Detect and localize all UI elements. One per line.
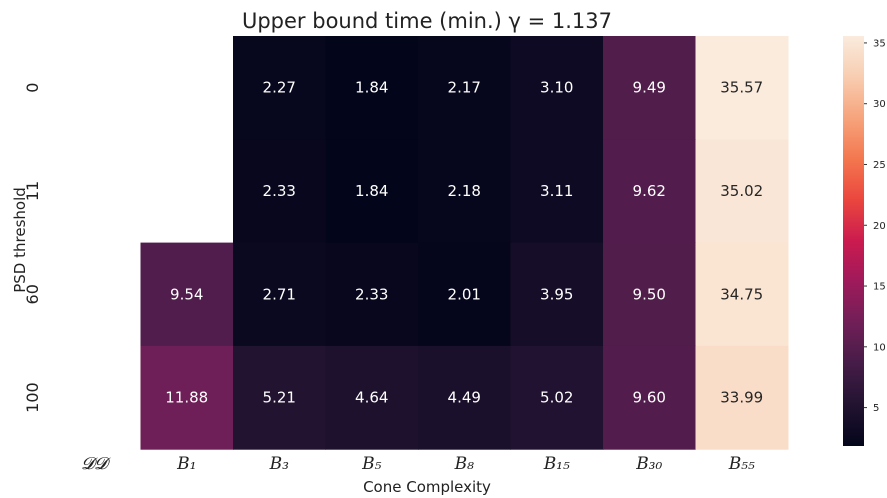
y-tick-labels: 0 11 60 100	[23, 83, 42, 413]
cell-value-label: 2.01	[448, 285, 481, 303]
chart-title: Upper bound time (min.) γ = 1.137	[242, 9, 612, 33]
x-tick-label: B₈	[454, 454, 474, 474]
heatmap-cell	[418, 36, 511, 140]
colorbar-tick-label: 20	[873, 221, 886, 232]
cell-value-label: 34.75	[720, 285, 763, 303]
cell-value-label: 2.18	[448, 182, 481, 200]
heatmap-cell	[140, 242, 234, 347]
cell-value-label: 3.10	[540, 79, 573, 97]
cell-value-label: 9.60	[633, 389, 666, 407]
cell-value-label: 33.99	[720, 389, 763, 407]
heatmap-cell	[325, 139, 419, 244]
heatmap-cells: 2.27 1.84 2.17 3.10 9.49 35.57 2.33 1.84 2.18 3.1…	[140, 36, 789, 450]
heatmap-cell	[603, 139, 696, 244]
y-tick-label: 100	[23, 382, 42, 413]
x-tick-label: B₁	[176, 454, 196, 474]
heatmap-cell	[233, 36, 326, 140]
colorbar-tick-label: 10	[873, 342, 886, 353]
x-tick-label: B₅	[361, 454, 381, 474]
heatmap-cell	[418, 345, 511, 450]
colorbar-tick-label: 25	[873, 160, 886, 171]
cell-value-label: 35.02	[720, 182, 763, 200]
heatmap-cell	[510, 139, 604, 244]
heatmap-cell	[233, 345, 326, 450]
cell-value-label: 2.17	[448, 79, 481, 97]
heatmap-cell	[695, 242, 789, 347]
x-tick-labels: 𝓓𝓓 B₁ B₃ B₅ B₈ B₁₅ B₃₀ B₅₅	[81, 454, 755, 474]
cell-value-label: 2.33	[355, 285, 388, 303]
x-tick-label: B₁₅	[543, 454, 570, 474]
cell-value-label: 4.64	[355, 389, 388, 407]
heatmap-cell	[510, 36, 604, 140]
heatmap-cell	[325, 36, 419, 140]
heatmap-cell	[695, 139, 789, 244]
x-axis-label: Cone Complexity	[363, 478, 491, 496]
y-axis-label: PSD threshold	[11, 187, 29, 293]
heatmap-cell	[325, 242, 419, 347]
cell-value-label: 3.95	[540, 285, 573, 303]
cell-value-label: 2.71	[263, 285, 296, 303]
colorbar-ticks: 5 10 15 20 25 30 35	[864, 38, 886, 414]
heatmap-cell	[233, 139, 326, 244]
heatmap-cell	[695, 345, 789, 450]
heatmap-cell	[233, 242, 326, 347]
y-tick-label: 11	[23, 181, 42, 201]
cell-value-label: 1.84	[355, 182, 388, 200]
heatmap-cell	[510, 345, 604, 450]
cell-value-label: 2.27	[263, 79, 296, 97]
heatmap-cell	[510, 242, 604, 347]
x-tick-label: 𝓓𝓓	[81, 454, 111, 474]
cell-value-label: 1.84	[355, 79, 388, 97]
heatmap-cell	[603, 345, 696, 450]
cell-value-label: 2.33	[263, 182, 296, 200]
colorbar-tick-label: 5	[873, 403, 879, 414]
cell-value-label: 3.11	[540, 182, 573, 200]
heatmap-cell	[418, 139, 511, 244]
y-tick-label: 0	[23, 83, 42, 93]
heatmap-cell	[603, 36, 696, 140]
x-tick-label: B₃	[269, 454, 289, 474]
cell-value-label: 11.88	[165, 389, 208, 407]
x-tick-label: B₃₀	[635, 454, 662, 474]
y-tick-label: 60	[23, 284, 42, 304]
cell-value-label: 9.62	[633, 182, 666, 200]
colorbar-tick-label: 15	[873, 282, 886, 293]
cell-value-label: 35.57	[720, 79, 763, 97]
colorbar	[843, 36, 864, 446]
heatmap-cell	[325, 345, 419, 450]
cell-value-label: 5.02	[540, 389, 573, 407]
colorbar-tick-label: 30	[873, 99, 886, 110]
cell-value-label: 9.54	[170, 285, 203, 303]
heatmap-cell	[140, 345, 234, 450]
cell-value-label: 9.50	[633, 285, 666, 303]
colorbar-tick-label: 35	[873, 38, 886, 49]
cell-value-label: 9.49	[633, 79, 666, 97]
heatmap-cell	[418, 242, 511, 347]
cell-value-label: 4.49	[448, 389, 481, 407]
cell-value-label: 5.21	[263, 389, 296, 407]
x-tick-label: B₅₅	[728, 454, 755, 474]
heatmap-cell	[603, 242, 696, 347]
heatmap-cell	[695, 36, 789, 140]
